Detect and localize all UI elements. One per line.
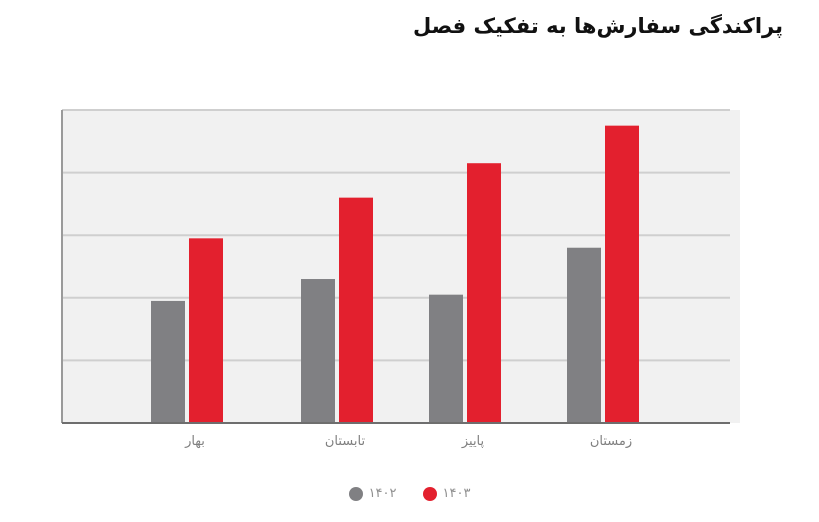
bar-۱۴۰۲-2[interactable] [301, 279, 335, 423]
bar-۱۴۰۳-4[interactable] [605, 125, 639, 424]
bar-۱۴۰۲-3[interactable] [429, 294, 463, 423]
x-tick-label: پاییز [461, 434, 485, 449]
legend-marker-1403 [422, 486, 437, 501]
legend-label-1403: ۱۴۰۳ [442, 486, 471, 501]
legend: ۱۴۰۲ ۱۴۰۳ [0, 486, 819, 501]
legend-label-1402: ۱۴۰۲ [368, 486, 397, 501]
legend-item-1402[interactable]: ۱۴۰۲ [348, 486, 397, 501]
bar-۱۴۰۳-3[interactable] [467, 163, 501, 423]
x-tick-labels: بهار تابستان پاییز زمستان [184, 434, 632, 449]
bar-۱۴۰۳-2[interactable] [339, 197, 373, 423]
bar-۱۴۰۲-1[interactable] [151, 300, 185, 423]
legend-marker-1402 [348, 486, 363, 501]
bars [151, 125, 639, 424]
bar-۱۴۰۳-1[interactable] [189, 238, 223, 423]
chart-title: پراکندگی سفارش‌ها به تفکیک فصل [412, 14, 783, 38]
bar-۱۴۰۲-4[interactable] [567, 247, 601, 423]
legend-item-1403[interactable]: ۱۴۰۳ [422, 486, 471, 501]
x-tick-label: تابستان [325, 434, 366, 449]
x-tick-label: زمستان [590, 434, 632, 449]
x-tick-label: بهار [184, 434, 205, 449]
